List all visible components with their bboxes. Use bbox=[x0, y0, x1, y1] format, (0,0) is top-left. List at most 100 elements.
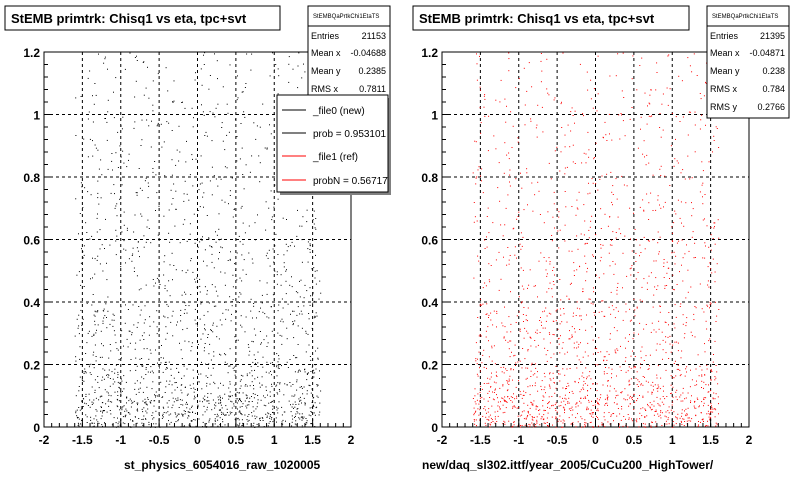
left-scatter-point bbox=[192, 158, 193, 160]
left-scatter-point bbox=[315, 350, 316, 352]
left-scatter-point bbox=[271, 385, 273, 387]
right-scatter-point bbox=[626, 399, 628, 401]
left-scatter-point bbox=[89, 399, 91, 401]
right-scatter-point bbox=[473, 221, 475, 223]
left-scatter-point bbox=[175, 421, 177, 423]
left-scatter-point bbox=[281, 335, 283, 337]
right-scatter-point bbox=[589, 413, 591, 415]
left-scatter-point bbox=[171, 203, 173, 205]
right-scatter-point bbox=[715, 425, 717, 427]
left-scatter-point bbox=[259, 331, 261, 332]
right-scatter-point bbox=[610, 313, 612, 315]
left-scatter-point bbox=[77, 417, 78, 419]
right-scatter-point bbox=[718, 309, 720, 310]
right-scatter-point bbox=[552, 405, 554, 407]
right-scatter-point bbox=[659, 127, 661, 128]
left-scatter-point bbox=[198, 189, 200, 191]
left-scatter-point bbox=[84, 402, 86, 404]
left-scatter-point bbox=[135, 369, 137, 371]
left-scatter-point bbox=[277, 407, 279, 409]
right-scatter-point bbox=[620, 419, 622, 421]
right-scatter-point bbox=[487, 411, 489, 413]
right-scatter-point bbox=[480, 298, 481, 300]
right-scatter-point bbox=[647, 405, 649, 407]
right-scatter-point bbox=[585, 153, 587, 155]
right-scatter-point bbox=[630, 238, 631, 240]
left-scatter-point bbox=[298, 370, 300, 372]
right-scatter-point bbox=[646, 123, 648, 125]
right-scatter-point bbox=[596, 398, 598, 400]
right-scatter-point bbox=[664, 415, 666, 417]
left-scatter-point bbox=[309, 407, 311, 409]
left-scatter-point bbox=[239, 422, 241, 424]
left-scatter-point bbox=[156, 395, 158, 397]
left-scatter-point bbox=[314, 414, 316, 416]
left-scatter-point bbox=[281, 318, 283, 320]
right-scatter-point bbox=[626, 185, 628, 187]
left-scatter-point bbox=[216, 416, 218, 418]
right-scatter-point bbox=[694, 242, 696, 244]
right-scatter-point bbox=[708, 340, 710, 342]
left-scatter-point bbox=[75, 360, 77, 362]
left-scatter-point bbox=[250, 310, 252, 312]
right-scatter-point bbox=[649, 407, 651, 409]
right-scatter-point bbox=[576, 347, 578, 349]
right-scatter-point bbox=[586, 408, 588, 410]
left-scatter-point bbox=[217, 78, 218, 80]
left-scatter-point bbox=[172, 101, 174, 103]
right-scatter-point bbox=[701, 375, 703, 377]
right-scatter-point bbox=[670, 145, 672, 147]
left-scatter-point bbox=[272, 412, 273, 413]
left-scatter-point bbox=[119, 145, 121, 147]
left-scatter-point bbox=[216, 234, 218, 236]
left-scatter-point bbox=[137, 408, 138, 410]
right-scatter-point bbox=[676, 368, 678, 370]
left-scatter-point bbox=[201, 104, 202, 106]
left-scatter-point bbox=[289, 245, 291, 247]
right-scatter-point bbox=[649, 354, 651, 356]
right-scatter-point bbox=[707, 391, 709, 393]
right-scatter-point bbox=[663, 390, 664, 392]
left-scatter-point bbox=[242, 392, 244, 394]
left-scatter-point bbox=[298, 398, 300, 400]
left-scatter-point bbox=[97, 180, 99, 182]
left-scatter-point bbox=[196, 396, 198, 398]
left-scatter-point bbox=[239, 398, 241, 400]
left-scatter-point bbox=[139, 256, 140, 258]
left-scatter-point bbox=[180, 426, 182, 428]
right-scatter-point bbox=[481, 168, 483, 170]
left-scatter-point bbox=[245, 394, 247, 396]
right-scatter-point bbox=[646, 193, 648, 195]
right-scatter-point bbox=[707, 280, 709, 282]
left-scatter-point bbox=[311, 407, 313, 409]
left-scatter-point bbox=[294, 394, 296, 396]
right-scatter-point bbox=[658, 415, 660, 417]
left-scatter-point bbox=[239, 158, 241, 160]
left-scatter-point bbox=[99, 356, 101, 358]
right-scatter-point bbox=[527, 287, 528, 289]
right-ytick-label: 0.4 bbox=[421, 296, 438, 310]
left-scatter-point bbox=[190, 260, 192, 262]
left-scatter-point bbox=[266, 415, 268, 417]
left-scatter-point bbox=[317, 357, 319, 359]
left-scatter-point bbox=[239, 406, 241, 408]
left-scatter-point bbox=[94, 344, 96, 346]
right-scatter-point bbox=[606, 351, 608, 353]
left-scatter-point bbox=[319, 370, 320, 372]
left-scatter-point bbox=[185, 305, 187, 306]
left-scatter-point bbox=[236, 160, 238, 162]
left-scatter-point bbox=[245, 316, 247, 318]
left-scatter-point bbox=[294, 406, 296, 408]
right-scatter-point bbox=[674, 360, 676, 362]
right-scatter-point bbox=[677, 413, 679, 415]
left-scatter-point bbox=[236, 391, 238, 393]
right-scatter-point bbox=[644, 417, 646, 418]
left-scatter-point bbox=[287, 246, 289, 248]
left-scatter-point bbox=[155, 423, 157, 425]
right-scatter-point bbox=[498, 162, 500, 164]
right-scatter-point bbox=[493, 310, 495, 312]
right-scatter-point bbox=[557, 328, 559, 330]
left-scatter-point bbox=[293, 426, 295, 428]
left-scatter-point bbox=[176, 324, 177, 326]
left-scatter-point bbox=[100, 197, 102, 199]
